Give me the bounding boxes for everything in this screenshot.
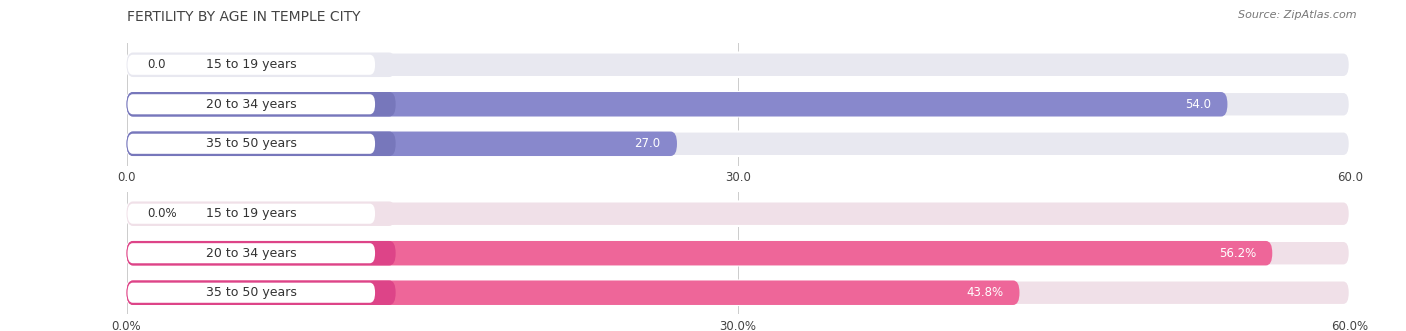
- Text: 15 to 19 years: 15 to 19 years: [205, 207, 297, 220]
- FancyBboxPatch shape: [128, 243, 375, 263]
- FancyBboxPatch shape: [127, 280, 1350, 305]
- Text: 56.2%: 56.2%: [1219, 247, 1256, 260]
- Text: 54.0: 54.0: [1185, 98, 1211, 111]
- FancyBboxPatch shape: [128, 204, 375, 224]
- FancyBboxPatch shape: [127, 202, 395, 226]
- Text: 43.8%: 43.8%: [966, 286, 1004, 299]
- FancyBboxPatch shape: [127, 131, 395, 156]
- FancyBboxPatch shape: [127, 280, 395, 305]
- Text: 27.0: 27.0: [634, 137, 661, 150]
- FancyBboxPatch shape: [127, 241, 1272, 265]
- Text: 0.0: 0.0: [146, 58, 166, 71]
- FancyBboxPatch shape: [128, 283, 375, 303]
- FancyBboxPatch shape: [127, 131, 678, 156]
- Text: 35 to 50 years: 35 to 50 years: [205, 286, 297, 299]
- FancyBboxPatch shape: [127, 241, 395, 265]
- FancyBboxPatch shape: [127, 53, 395, 77]
- Text: 15 to 19 years: 15 to 19 years: [205, 58, 297, 71]
- FancyBboxPatch shape: [127, 202, 1350, 226]
- FancyBboxPatch shape: [128, 55, 375, 75]
- Text: 35 to 50 years: 35 to 50 years: [205, 137, 297, 150]
- Text: 20 to 34 years: 20 to 34 years: [205, 247, 297, 260]
- FancyBboxPatch shape: [127, 131, 1350, 156]
- FancyBboxPatch shape: [127, 241, 1350, 265]
- Text: 20 to 34 years: 20 to 34 years: [205, 98, 297, 111]
- Text: FERTILITY BY AGE IN TEMPLE CITY: FERTILITY BY AGE IN TEMPLE CITY: [127, 10, 360, 24]
- FancyBboxPatch shape: [127, 53, 1350, 77]
- FancyBboxPatch shape: [127, 92, 1350, 117]
- FancyBboxPatch shape: [128, 94, 375, 114]
- Text: 0.0%: 0.0%: [146, 207, 177, 220]
- FancyBboxPatch shape: [128, 134, 375, 154]
- FancyBboxPatch shape: [127, 280, 1019, 305]
- Text: Source: ZipAtlas.com: Source: ZipAtlas.com: [1239, 10, 1357, 20]
- FancyBboxPatch shape: [127, 92, 395, 117]
- FancyBboxPatch shape: [127, 92, 1227, 117]
